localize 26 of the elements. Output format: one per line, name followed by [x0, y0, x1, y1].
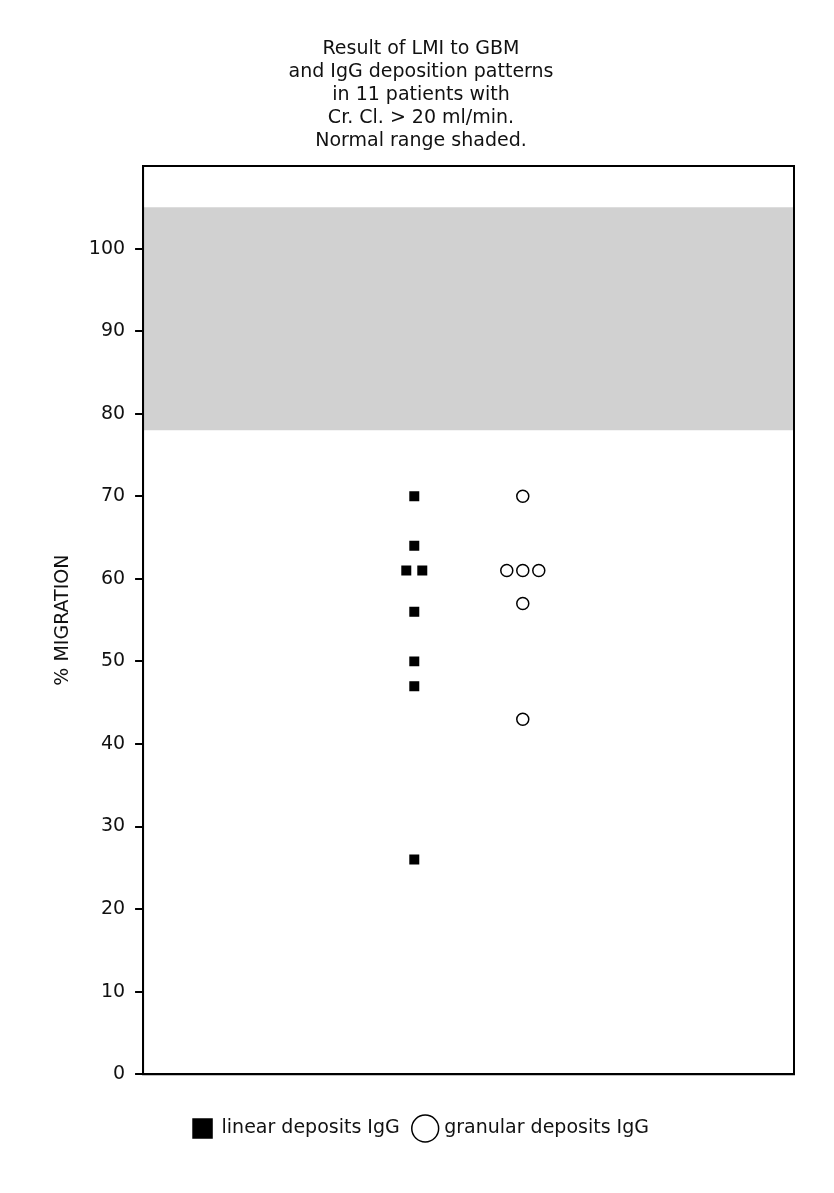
point [409, 656, 420, 667]
y-tick-label: 30 [100, 813, 126, 836]
legend-label: linear deposits IgG [221, 1115, 400, 1138]
y-tick-label: 20 [100, 896, 126, 919]
y-axis-title: % MIGRATION [50, 554, 73, 686]
point [516, 596, 530, 611]
chart-title: Result of LMI to GBM and IgG deposition patterns in 11 patients with Cr. Cl. > 20 ml/min. [288, 36, 554, 127]
point [409, 540, 420, 551]
point [409, 606, 420, 617]
y-tick-label: 90 [100, 318, 126, 341]
y-tick-label: 50 [100, 648, 126, 671]
y-tick-label: 100 [88, 235, 126, 258]
point [409, 854, 420, 865]
y-tick-label: 60 [100, 565, 126, 588]
point [409, 491, 420, 502]
chart-subtitle: Normal range shaded. [315, 127, 527, 150]
point [409, 681, 420, 692]
y-tick-label: 10 [100, 978, 126, 1001]
point [516, 489, 530, 504]
y-tick-label: 0 [112, 1061, 126, 1084]
legend-label: granular deposits IgG [444, 1115, 649, 1138]
point [516, 563, 530, 578]
y-tick-label: 70 [100, 483, 126, 506]
y-tick-label: 80 [100, 400, 126, 423]
point [516, 712, 530, 726]
y-tick-label: 40 [100, 730, 126, 753]
